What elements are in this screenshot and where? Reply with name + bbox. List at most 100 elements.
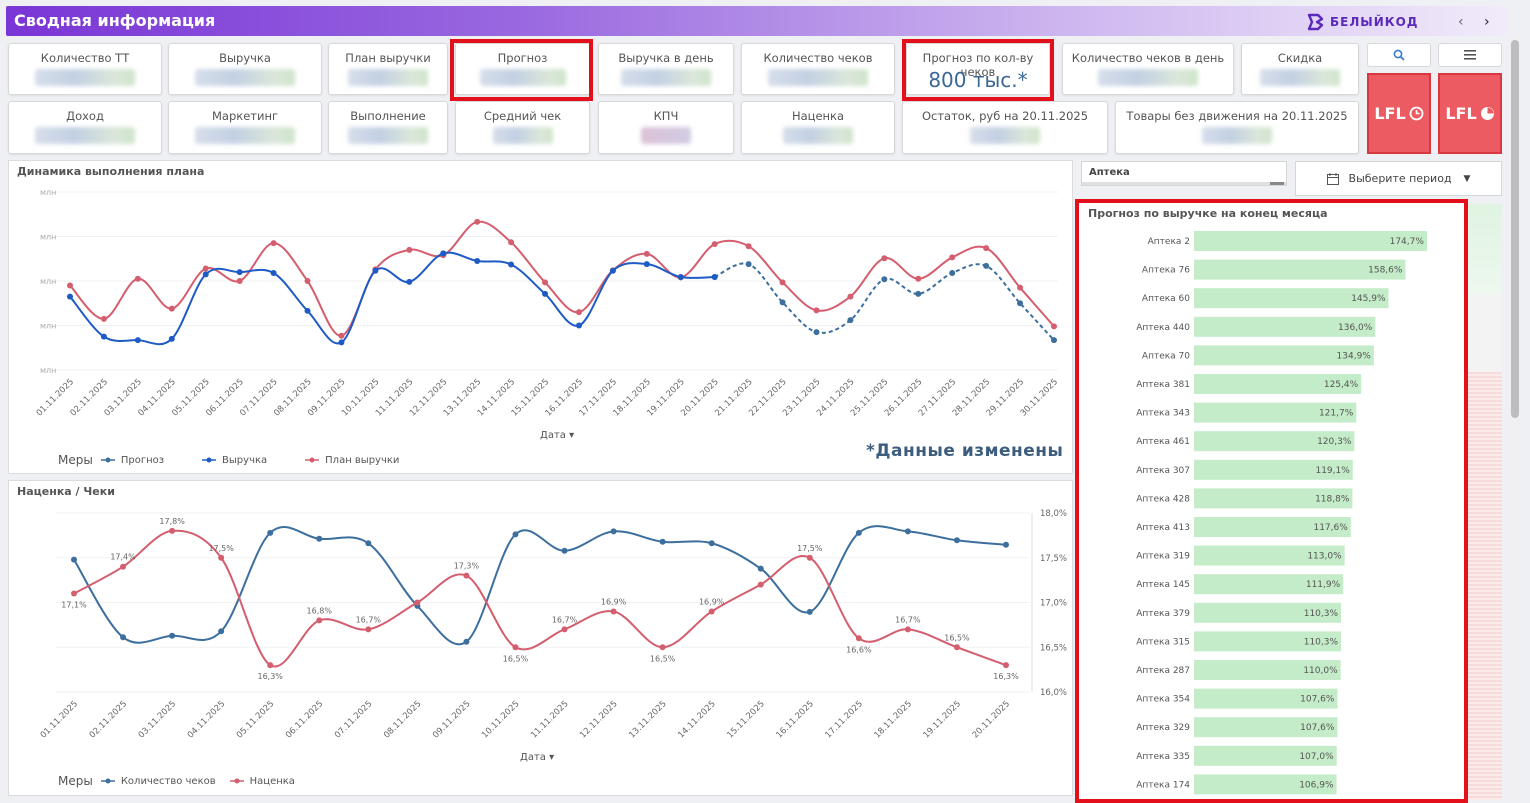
checks-series-point <box>463 638 470 645</box>
kpi-card[interactable]: Средний чек <box>455 101 590 154</box>
chevron-left-icon[interactable]: ‹ <box>1458 14 1464 30</box>
kpi-card[interactable]: КПЧ <box>598 101 734 154</box>
markup-checks-chart[interactable]: 18,0% 17,5% 17,0% 16,5% 16,0% 01.11.2025 02.11… <box>8 480 1073 796</box>
forecast-series-line <box>714 262 1055 341</box>
x-tick-label: 14.11.2025 <box>676 699 717 740</box>
period-picker[interactable]: Выберите период ▼ <box>1295 161 1502 196</box>
checks-series-point <box>757 565 764 572</box>
search-button[interactable] <box>1367 43 1431 67</box>
kpi-label: Прогноз <box>497 51 548 65</box>
revenue-series-line <box>69 251 715 346</box>
checks-series-point <box>71 556 77 563</box>
kpi-card[interactable]: Скидка <box>1241 43 1359 95</box>
x-dimension-label[interactable]: Дата ▾ <box>540 430 575 441</box>
markup-series-point <box>169 527 176 534</box>
checks-series-point <box>561 547 568 554</box>
bar-value-label: 110,3% <box>1304 609 1339 619</box>
markup-data-label: 16,3% <box>993 672 1019 681</box>
plan-series-point <box>168 305 175 312</box>
kpi-value-blurred <box>1098 69 1198 86</box>
kpi-label: Выручка <box>219 51 271 65</box>
plan-series-point <box>643 250 650 257</box>
markup-series-point <box>610 608 617 615</box>
bar-value-label: 120,3% <box>1317 437 1352 447</box>
legend-title: Меры <box>58 774 93 788</box>
kpi-card[interactable]: Количество чеков в день <box>1062 43 1234 95</box>
x-tick-label: 03.11.2025 <box>137 699 178 740</box>
pie-icon <box>1480 107 1494 120</box>
kpi-label: Выполнение <box>350 109 426 123</box>
lfl-button-2[interactable]: LFL <box>1438 73 1502 154</box>
bar-category-label: Аптека 335 <box>1136 752 1190 762</box>
checks-series-point <box>365 540 372 547</box>
forecast-bar-chart[interactable]: Аптека 2 174,7% Аптека 76 158,6% Аптека 60 14… <box>1079 203 1464 799</box>
page-scrollbar[interactable] <box>1510 38 1520 798</box>
kpi-card[interactable]: Наценка <box>741 101 895 154</box>
plan-series-point <box>542 279 549 286</box>
kpi-value-blurred <box>348 127 428 144</box>
bar-value-label: 110,0% <box>1303 666 1338 676</box>
kpi-card[interactable]: Количество чеков <box>741 43 895 95</box>
legend-marker-forecast <box>100 457 115 463</box>
kpi-card[interactable]: Доход <box>8 101 162 154</box>
plan-series-point <box>202 265 209 272</box>
kpi-card[interactable]: План выручки <box>328 43 448 95</box>
kpi-card[interactable]: Товары без движения на 20.11.2025 <box>1115 101 1359 154</box>
checks-series-point <box>512 531 519 538</box>
kpi-card[interactable]: Количество ТТ <box>8 43 162 95</box>
filter-selection-indicator <box>1270 182 1284 185</box>
forecast-series-point <box>813 329 820 336</box>
forecast-bar <box>1194 517 1351 537</box>
bar-category-label: Аптека 354 <box>1136 695 1190 705</box>
x-dimension-label[interactable]: Дата ▾ <box>520 752 555 763</box>
logo-text: БЕЛЫЙКОД <box>1330 15 1419 29</box>
kpi-card[interactable]: Прогноз по кол-ву чеков 800 тыс.* <box>906 43 1050 95</box>
plan-series-point <box>949 254 956 261</box>
kpi-card[interactable]: Выручка в день <box>598 43 734 95</box>
kpi-card[interactable]: Выручка <box>168 43 322 95</box>
plan-series-point <box>575 309 582 316</box>
lfl-button-1[interactable]: LFL <box>1367 73 1431 154</box>
bar-category-label: Аптека 319 <box>1136 552 1190 562</box>
kpi-label: Количество ТТ <box>40 51 130 65</box>
store-filter[interactable]: Аптека <box>1081 161 1287 186</box>
x-tick-label: 01.11.2025 <box>39 699 80 740</box>
markup-data-label: 17,1% <box>61 601 87 610</box>
kpi-card[interactable]: Маркетинг <box>168 101 322 154</box>
data-changed-note: *Данные изменены <box>866 441 1064 461</box>
chevron-right-icon[interactable]: › <box>1484 14 1490 30</box>
scrollbar-thumb[interactable] <box>1511 40 1519 418</box>
page-title: Сводная информация <box>14 11 216 30</box>
plan-series-line <box>69 220 1055 337</box>
checks-series-point <box>855 529 862 536</box>
kpi-label: Количество чеков в день <box>1071 51 1225 65</box>
kpi-label: Остаток, руб на 20.11.2025 <box>921 109 1089 123</box>
menu-button[interactable] <box>1438 43 1502 67</box>
plan-dynamics-chart[interactable]: млнмлнмлнмлнмлн01.11.202502.11.202503.11… <box>8 160 1073 474</box>
markup-data-label: 17,5% <box>208 544 234 553</box>
bar-value-label: 117,6% <box>1313 523 1348 533</box>
store-filter-label: Аптека <box>1089 167 1130 178</box>
forecast-series-point <box>847 317 854 324</box>
kpi-card[interactable]: Остаток, руб на 20.11.2025 <box>902 101 1108 154</box>
plan-series-point <box>474 218 481 225</box>
kpi-card[interactable]: Прогноз <box>455 43 590 95</box>
markup-series-point <box>757 581 764 588</box>
checks-series-point <box>169 632 176 639</box>
kpi-label: Прогноз по кол-ву чеков <box>922 51 1034 79</box>
kpi-label: Выручка в день <box>618 51 714 65</box>
plan-series-point <box>67 282 73 289</box>
filter-selection-bar <box>1082 182 1286 185</box>
plan-series-point <box>100 315 107 322</box>
chart-legend: Меры Прогноз Выручка План выручки <box>58 453 399 467</box>
legend-marker-checks <box>100 778 115 784</box>
markup-data-label: 16,5% <box>650 654 676 663</box>
x-tick-label: 19.11.2025 <box>922 699 963 740</box>
x-tick-label: 08.11.2025 <box>382 699 423 740</box>
kpi-value-blurred <box>621 69 711 86</box>
forecast-series-point <box>915 290 922 297</box>
markup-series-point <box>512 644 519 651</box>
bar-category-label: Аптека 381 <box>1136 380 1190 390</box>
legend-item-checks: Количество чеков <box>120 775 216 787</box>
kpi-card[interactable]: Выполнение <box>328 101 448 154</box>
